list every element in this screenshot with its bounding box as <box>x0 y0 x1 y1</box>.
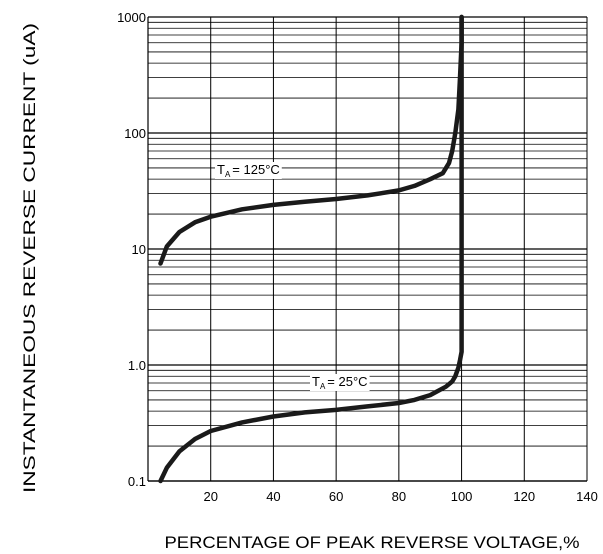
y-tick-label: 100 <box>124 126 146 141</box>
x-tick-label: 60 <box>329 489 343 504</box>
x-tick-label: 120 <box>513 489 535 504</box>
curve-label-bg <box>215 162 282 179</box>
y-axis-title: INSTANTANEOUS REVERSE CURRENT (uA) <box>20 23 39 493</box>
x-tick-label: 80 <box>392 489 406 504</box>
curve-label-bg <box>310 374 370 391</box>
x-axis-title: PERCENTAGE OF PEAK REVERSE VOLTAGE,% <box>165 533 580 552</box>
axes <box>147 17 587 482</box>
series-line-1 <box>158 14 464 266</box>
series-layer <box>158 14 464 484</box>
curve-label: TA = 125°C <box>217 162 280 179</box>
x-tick-label: 20 <box>203 489 217 504</box>
curve-label: TA = 25°C <box>312 374 368 391</box>
x-tick-label: 140 <box>576 489 598 504</box>
annotations: TA = 125°C TA = 25°C <box>215 162 370 391</box>
x-tick-label: 40 <box>266 489 280 504</box>
x-tick-label: 100 <box>451 489 473 504</box>
y-tick-label: 0.1 <box>128 474 146 489</box>
y-tick-label: 10 <box>132 242 146 257</box>
grid <box>148 16 588 482</box>
y-tick-label: 1.0 <box>128 358 146 373</box>
y-tick-label: 1000 <box>117 10 146 25</box>
tick-labels: 20 40 60 80 100 120 140 0.1 1.0 10 100 1000 <box>117 10 598 504</box>
series-line-2 <box>158 14 464 484</box>
